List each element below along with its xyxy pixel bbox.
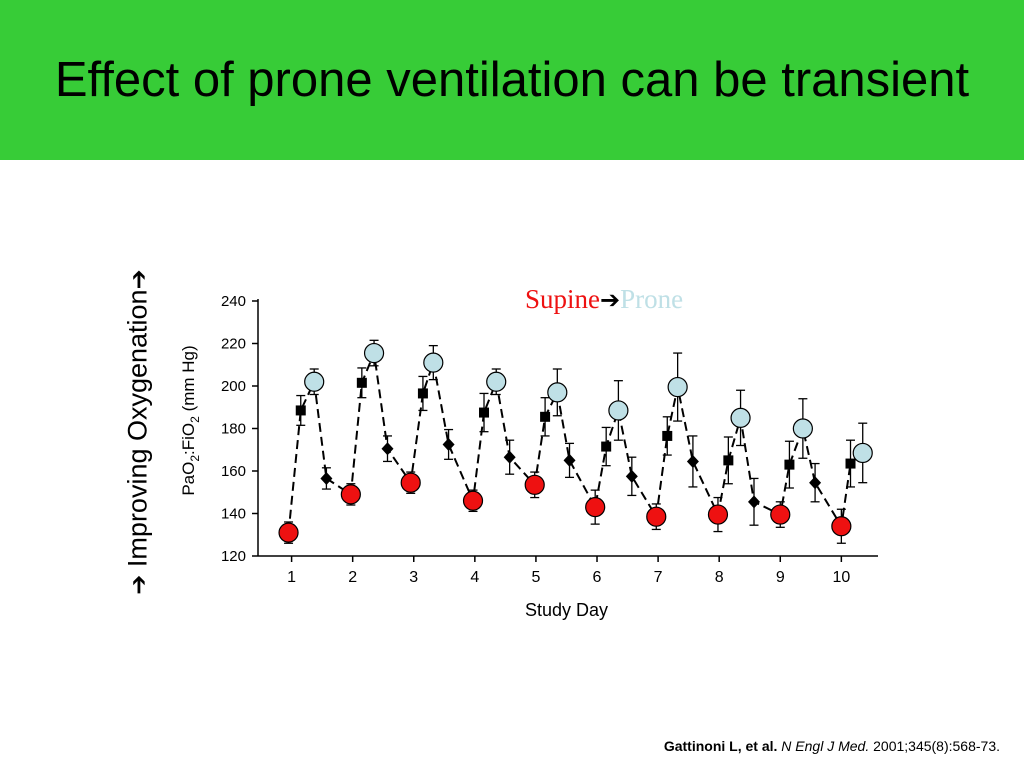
diamond-point [625,469,638,483]
diamond-point [809,476,822,490]
y-axis-title: PaO2:FiO2 (mm Hg) [179,345,202,495]
prone-point [486,371,507,392]
diamond-point [503,450,516,464]
x-tick-label: 6 [593,569,602,586]
supine-point [770,504,791,525]
y-tick-label: 140 [221,506,246,523]
citation-journal: N Engl J Med. [781,738,870,754]
x-tick-label: 4 [470,569,479,586]
diamond-point [748,495,760,509]
y-tick-label: 240 [221,293,246,310]
square-point [356,377,367,388]
supine-point [400,472,421,493]
y-tick-label: 200 [221,378,246,395]
square-point [417,388,428,399]
prone-point [363,342,385,364]
x-tick-label: 5 [531,569,540,586]
prone-point [304,371,325,392]
prone-point [730,407,751,428]
slide-title: Effect of prone ventilation can be trans… [54,53,970,107]
supine-point [831,516,852,537]
diamond-point [442,437,455,451]
x-tick-label: 7 [654,569,663,586]
diamond-point [320,471,333,485]
x-tick-label: 3 [409,569,418,586]
square-point [784,459,795,470]
square-point [479,407,490,418]
supine-point [462,490,484,511]
supine-point [278,522,299,543]
x-tick-label: 9 [776,569,785,586]
supine-point [340,484,361,505]
square-point [723,455,734,466]
arrow-icon: ➔ [600,286,620,314]
x-tick-label: 10 [832,569,850,586]
legend-prone: Prone [620,284,683,314]
prone-point [792,418,813,439]
diamond-point [686,454,699,468]
supine-point [707,504,729,525]
x-tick-label: 8 [715,569,724,586]
title-bar: Effect of prone ventilation can be trans… [0,0,1024,160]
square-point [295,405,306,416]
prone-point [423,352,444,373]
y-tick-label: 120 [221,548,246,565]
diamond-point [563,453,576,467]
supine-point [646,506,667,527]
square-point [601,441,612,452]
x-tick-label: 2 [348,569,357,586]
x-axis-title: Study Day [525,600,608,620]
diamond-point [381,442,394,456]
square-point [662,430,673,441]
prone-point [547,382,568,403]
citation-details: 2001;345(8):568-73. [873,738,1000,754]
y-tick-label: 180 [221,421,246,438]
prone-point [852,442,873,464]
legend-supine: Supine [525,284,600,314]
supine-point [585,497,606,518]
legend: Supine➔Prone [525,284,683,314]
prone-point [667,376,688,398]
y-tick-label: 160 [221,463,246,480]
citation: Gattinoni L, et al. N Engl J Med. 2001;3… [664,738,1000,754]
citation-authors: Gattinoni L, et al. [663,738,778,754]
square-point [845,458,856,469]
supine-point [524,474,545,495]
x-tick-label: 1 [287,569,296,586]
y-tick-label: 220 [221,336,246,353]
square-point [540,411,551,422]
prone-point [608,400,629,421]
